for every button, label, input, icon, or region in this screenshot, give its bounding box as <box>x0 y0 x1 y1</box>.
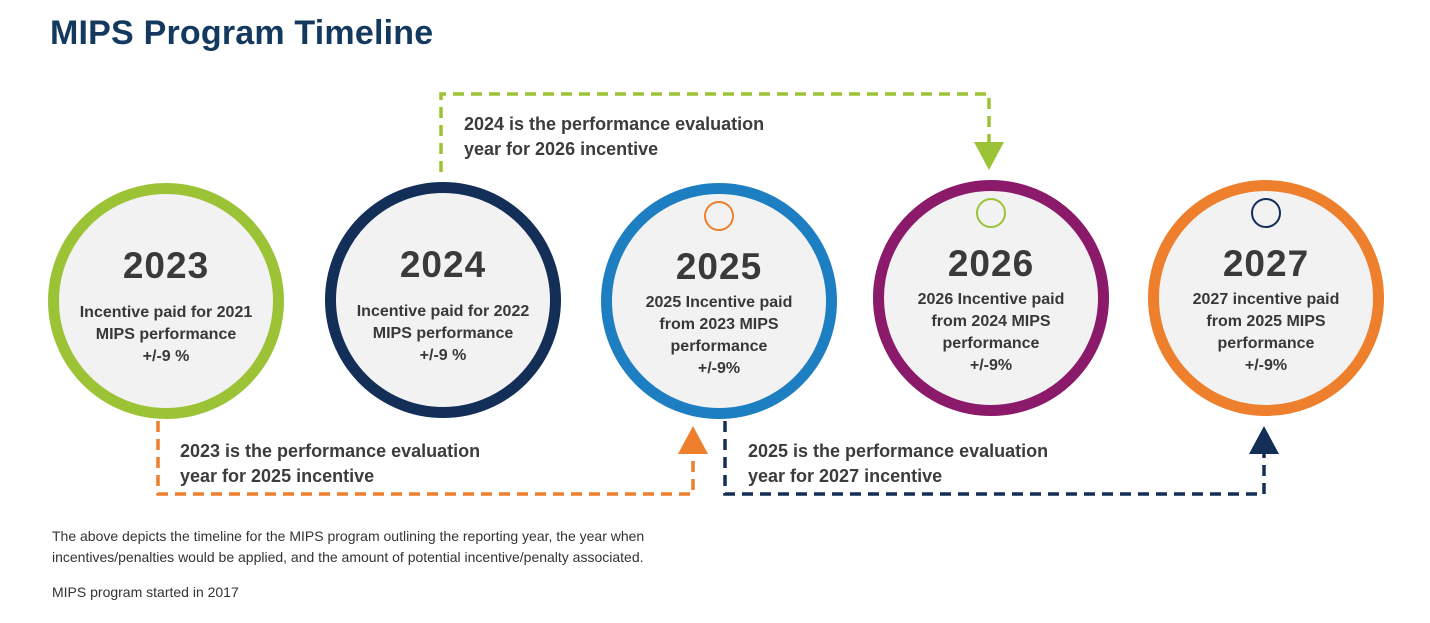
circle-2025: 2025 2025 Incentive paid from 2023 MIPS … <box>601 183 837 419</box>
arrowhead-up-icon <box>678 426 708 454</box>
circle-2024: 2024 Incentive paid for 2022 MIPS perfor… <box>325 182 561 418</box>
note-2025-evaluation: 2025 is the performance evaluation year … <box>748 441 1049 486</box>
year-label: 2023 <box>122 245 210 286</box>
note-2024-evaluation: 2024 is the performance evaluation year … <box>464 114 765 159</box>
year-description: 2026 Incentive paid from 2024 MIPS perfo… <box>917 291 1065 374</box>
year-label: 2025 <box>675 246 763 287</box>
year-label: 2024 <box>399 244 487 285</box>
year-label: 2027 <box>1222 243 1310 284</box>
page-title: MIPS Program Timeline <box>50 14 434 52</box>
ring-marker-icon <box>1251 198 1281 228</box>
year-label: 2026 <box>947 243 1035 284</box>
connector-2024-to-2026 <box>439 92 1004 172</box>
year-description: Incentive paid for 2021 MIPS performance… <box>79 304 253 365</box>
ring-marker-icon <box>976 198 1006 228</box>
footer-description: The above depicts the timeline for the M… <box>52 528 645 565</box>
year-description: 2027 incentive paid from 2025 MIPS perfo… <box>1192 291 1340 374</box>
connector-2023-to-2025 <box>156 421 708 496</box>
arrowhead-up-icon <box>1249 426 1279 454</box>
circle-2027: 2027 2027 incentive paid from 2025 MIPS … <box>1148 180 1384 416</box>
year-description: 2025 Incentive paid from 2023 MIPS perfo… <box>645 294 793 377</box>
arrowhead-down-icon <box>974 142 1004 170</box>
note-2023-evaluation: 2023 is the performance evaluation year … <box>180 441 481 486</box>
footer-start-note: MIPS program started in 2017 <box>52 584 239 600</box>
circle-2026: 2026 2026 Incentive paid from 2024 MIPS … <box>873 180 1109 416</box>
ring-marker-icon <box>704 201 734 231</box>
year-description: Incentive paid for 2022 MIPS performance… <box>356 303 530 364</box>
connector-2025-to-2027 <box>723 421 1279 496</box>
circle-2023: 2023 Incentive paid for 2021 MIPS perfor… <box>48 183 284 419</box>
